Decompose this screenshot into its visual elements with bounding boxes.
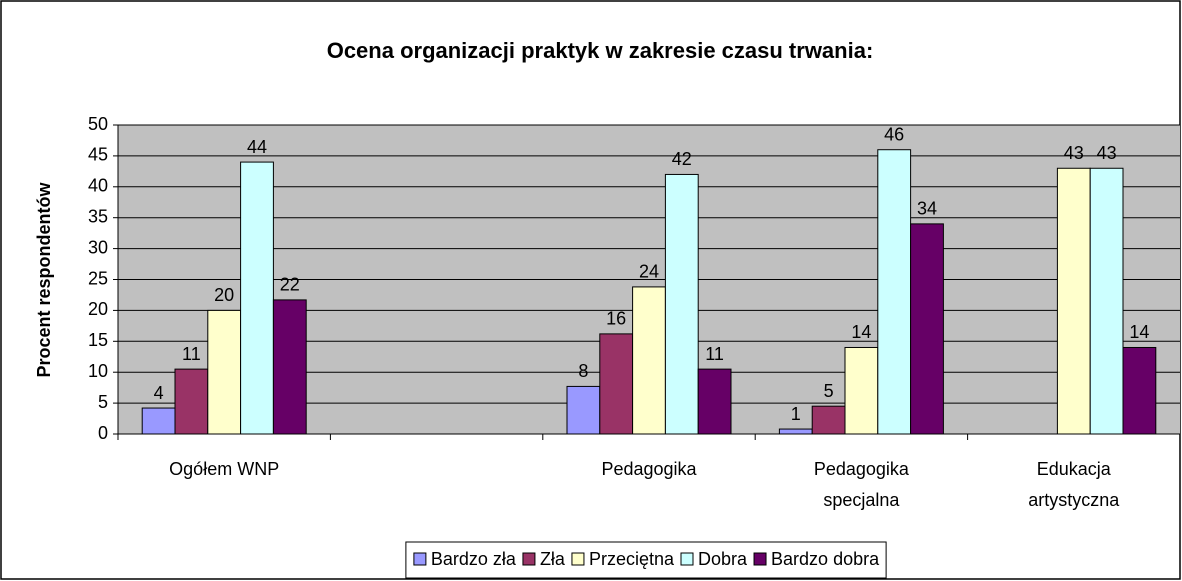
y-tick-label: 15 (88, 330, 108, 350)
y-tick-label: 10 (88, 361, 108, 381)
bar (811, 405, 846, 435)
data-label: 14 (851, 322, 871, 342)
legend-label: Przeciętna (589, 549, 675, 569)
bar (632, 286, 666, 435)
legend-swatch (522, 552, 536, 566)
bar (599, 333, 634, 435)
y-tick-label: 0 (98, 423, 108, 443)
bar (877, 149, 912, 435)
legend-label: Bardzo dobra (771, 549, 880, 569)
y-tick-label: 5 (98, 392, 108, 412)
data-label: 42 (672, 149, 692, 169)
bar (910, 223, 944, 435)
data-label: 46 (884, 124, 904, 144)
data-label: 44 (247, 137, 267, 157)
bar (272, 299, 307, 435)
x-tick-label: Edukacja artystyczna (1028, 459, 1120, 510)
bar (697, 368, 732, 435)
x-tick-label: Ogółem WNP (169, 459, 279, 479)
legend-label: Bardzo zła (431, 549, 517, 569)
data-label: 1 (791, 404, 801, 424)
y-tick-label: 40 (88, 176, 108, 196)
bar (1089, 167, 1124, 435)
data-label: 4 (154, 383, 164, 403)
data-label: 20 (214, 285, 234, 305)
x-tick-label: Pedagogika (601, 459, 697, 479)
y-tick-label: 30 (88, 237, 108, 257)
data-label: 43 (1064, 143, 1084, 163)
data-label: 11 (182, 344, 201, 364)
y-tick-label: 45 (88, 145, 108, 165)
legend-box (405, 541, 887, 579)
y-tick-label: 20 (88, 299, 108, 319)
legend-swatch (413, 552, 427, 566)
y-tick-label: 35 (88, 206, 108, 226)
bar (664, 173, 699, 435)
bar (844, 346, 879, 435)
bar (207, 309, 242, 435)
bar (141, 407, 176, 435)
y-tick-label: 25 (88, 268, 108, 288)
bar (1122, 346, 1157, 435)
data-label: 5 (824, 381, 834, 401)
bar (174, 368, 209, 435)
legend-swatch (680, 552, 694, 566)
bar (566, 385, 601, 435)
legend-swatch (571, 552, 585, 566)
y-axis-label: Procent respondentów (34, 181, 54, 377)
data-label: 14 (1129, 322, 1149, 342)
legend: Bardzo zła Zła Przeciętna Dobra Bardzo dobra (405, 541, 887, 579)
bar (240, 161, 274, 435)
data-label: 16 (606, 309, 626, 329)
legend-label: Dobra (698, 549, 748, 569)
data-label: 24 (639, 262, 659, 282)
data-label: 11 (705, 344, 724, 364)
x-tick-label: Pedagogika specjalna (814, 459, 910, 510)
data-label: 8 (578, 361, 588, 381)
data-label: 43 (1097, 143, 1117, 163)
chart-title: Ocena organizacji praktyk w zakresie cza… (327, 38, 874, 63)
data-label: 22 (280, 275, 300, 295)
legend-swatch (753, 552, 767, 566)
data-label: 34 (917, 199, 937, 219)
bar (1056, 167, 1091, 435)
legend-label: Zła (540, 549, 566, 569)
bar (778, 428, 813, 435)
y-tick-label: 50 (88, 114, 108, 134)
